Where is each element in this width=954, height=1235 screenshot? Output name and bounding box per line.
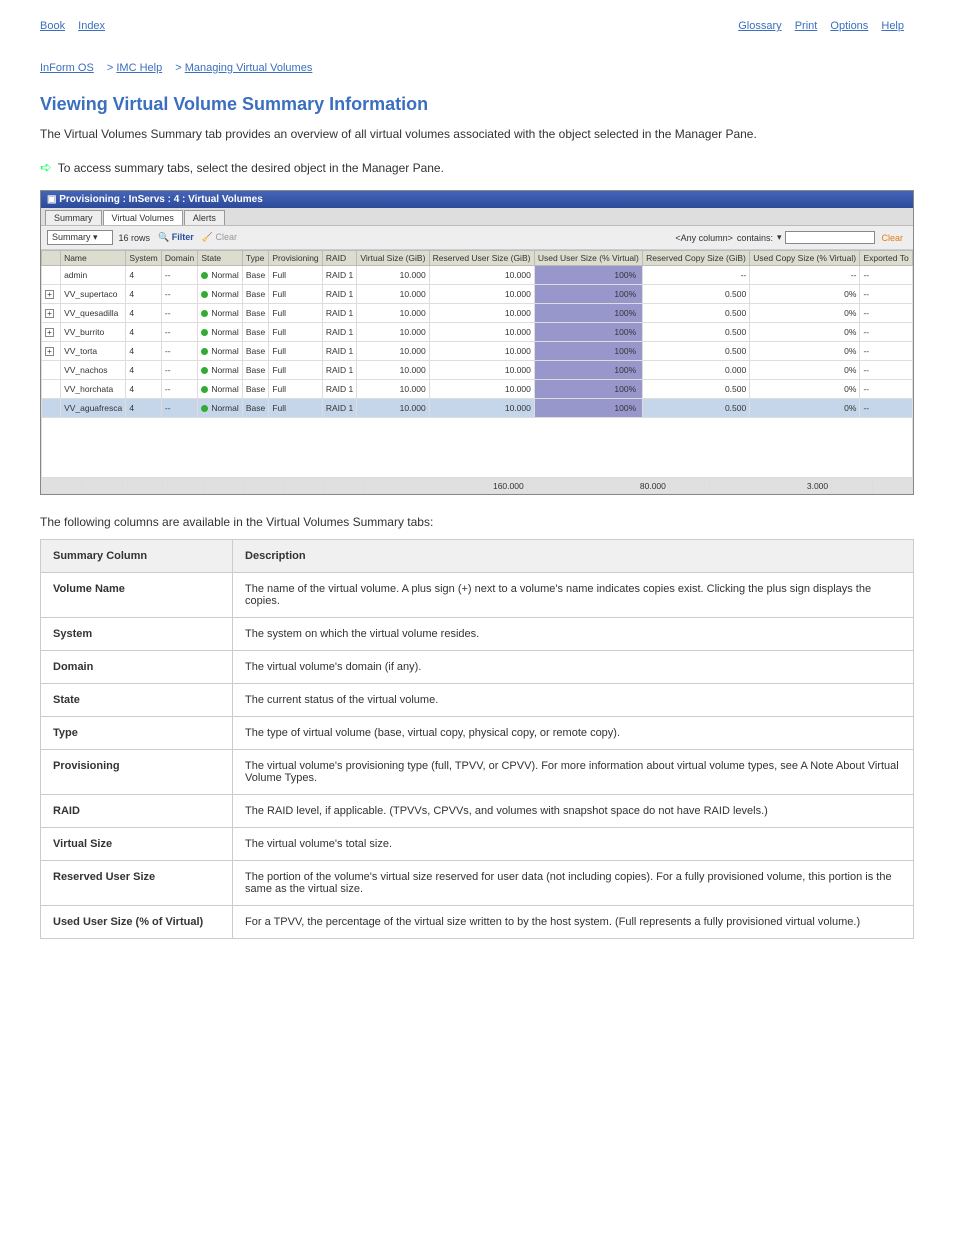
col-header[interactable]: Provisioning	[269, 251, 323, 266]
desc-row: TypeThe type of virtual volume (base, vi…	[41, 717, 914, 750]
col-header[interactable]: Used User Size (% Virtual)	[534, 251, 642, 266]
nav-print[interactable]: Print	[795, 20, 818, 32]
col-header[interactable]: Type	[242, 251, 268, 266]
contains-label: contains:	[737, 233, 773, 243]
status-dot-icon	[201, 348, 208, 355]
expand-icon[interactable]: +	[45, 347, 54, 356]
nav-glossary[interactable]: Glossary	[738, 20, 781, 32]
clear-toolbar-button[interactable]: 🧹 Clear	[202, 232, 237, 243]
status-dot-icon	[201, 405, 208, 412]
table-row[interactable]: +VV_quesadilla4--NormalBaseFullRAID 110.…	[42, 304, 913, 323]
tab-virtual-volumes[interactable]: Virtual Volumes	[103, 210, 183, 225]
bc-1[interactable]: InForm OS	[40, 62, 94, 74]
top-nav-bar: Book Index Glossary Print Options Help	[40, 20, 914, 32]
table-row[interactable]: VV_aguafresca4--NormalBaseFullRAID 110.0…	[42, 399, 913, 418]
desc-row: RAIDThe RAID level, if applicable. (TPVV…	[41, 795, 914, 828]
col-header[interactable]: Used Copy Size (% Virtual)	[750, 251, 860, 266]
expand-icon[interactable]: +	[45, 309, 54, 318]
status-dot-icon	[201, 329, 208, 336]
desc-row: SystemThe system on which the virtual vo…	[41, 618, 914, 651]
col-header[interactable]: System	[126, 251, 161, 266]
expand-icon[interactable]: +	[45, 328, 54, 337]
table-row[interactable]: +VV_torta4--NormalBaseFullRAID 110.00010…	[42, 342, 913, 361]
desc-header: Description	[233, 540, 914, 573]
column-desc-table: Summary ColumnDescriptionVolume NameThe …	[40, 539, 914, 939]
desc-row: Volume NameThe name of the virtual volum…	[41, 573, 914, 618]
table-row[interactable]: admin4--NormalBaseFullRAID 110.00010.000…	[42, 266, 913, 285]
col-header[interactable]: Virtual Size (GiB)	[357, 251, 429, 266]
clear-link[interactable]: Clear	[881, 233, 903, 243]
panel-title: ▣ Provisioning : InServs : 4 : Virtual V…	[41, 191, 913, 208]
table-row[interactable]: +VV_supertaco4--NormalBaseFullRAID 110.0…	[42, 285, 913, 304]
nav-book[interactable]: Book	[40, 20, 65, 32]
view-select[interactable]: Summary ▾	[47, 230, 113, 245]
filter-input[interactable]	[785, 231, 875, 244]
desc-row: Used User Size (% of Virtual)For a TPVV,…	[41, 906, 914, 939]
table-row[interactable]: VV_horchata4--NormalBaseFullRAID 110.000…	[42, 380, 913, 399]
expand-icon[interactable]: +	[45, 290, 54, 299]
tab-summary[interactable]: Summary	[45, 210, 102, 225]
status-dot-icon	[201, 386, 208, 393]
desc-intro: The following columns are available in t…	[40, 515, 914, 529]
status-dot-icon	[201, 291, 208, 298]
status-dot-icon	[201, 310, 208, 317]
totals-row: 160.00080.000 3.000	[42, 479, 913, 494]
desc-row: Reserved User SizeThe portion of the vol…	[41, 861, 914, 906]
table-row[interactable]: VV_nachos4--NormalBaseFullRAID 110.00010…	[42, 361, 913, 380]
bc-2[interactable]: IMC Help	[116, 62, 162, 74]
col-header[interactable]: Name	[61, 251, 126, 266]
arrow-text: To access summary tabs, select the desir…	[58, 161, 444, 175]
bc-3[interactable]: Managing Virtual Volumes	[185, 62, 313, 74]
arrow-icon: ➪	[40, 159, 52, 176]
col-header[interactable]	[42, 251, 61, 266]
desc-row: ProvisioningThe virtual volume's provisi…	[41, 750, 914, 795]
status-dot-icon	[201, 272, 208, 279]
vv-panel: ▣ Provisioning : InServs : 4 : Virtual V…	[40, 190, 914, 495]
any-column-label: <Any column>	[675, 233, 733, 243]
row-count: 16 rows	[119, 233, 151, 243]
col-header[interactable]: State	[198, 251, 243, 266]
page-title: Viewing Virtual Volume Summary Informati…	[40, 94, 914, 115]
breadcrumb: InForm OS > IMC Help > Managing Virtual …	[40, 62, 914, 74]
col-header[interactable]: RAID	[322, 251, 357, 266]
col-header[interactable]: Reserved Copy Size (GiB)	[643, 251, 750, 266]
filter-button[interactable]: 🔍 Filter	[158, 232, 194, 243]
nav-options[interactable]: Options	[830, 20, 868, 32]
desc-header: Summary Column	[41, 540, 233, 573]
intro-paragraph: The Virtual Volumes Summary tab provides…	[40, 125, 914, 143]
col-header[interactable]: Reserved User Size (GiB)	[429, 251, 534, 266]
desc-row: Virtual SizeThe virtual volume's total s…	[41, 828, 914, 861]
col-header[interactable]: Domain	[161, 251, 197, 266]
tab-alerts[interactable]: Alerts	[184, 210, 225, 225]
status-dot-icon	[201, 367, 208, 374]
desc-row: StateThe current status of the virtual v…	[41, 684, 914, 717]
contains-dropdown[interactable]: ▾	[777, 232, 782, 243]
nav-index[interactable]: Index	[78, 20, 105, 32]
col-header[interactable]: Exported To	[860, 251, 913, 266]
desc-row: DomainThe virtual volume's domain (if an…	[41, 651, 914, 684]
nav-help[interactable]: Help	[881, 20, 904, 32]
table-row[interactable]: +VV_burrito4--NormalBaseFullRAID 110.000…	[42, 323, 913, 342]
